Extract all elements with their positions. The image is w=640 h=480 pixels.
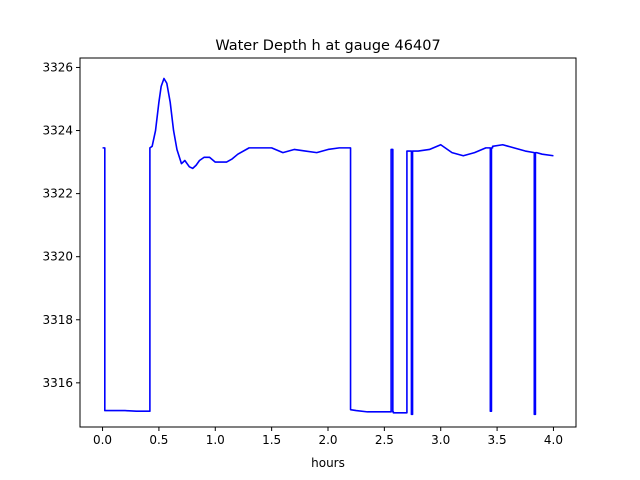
x-tick-label: 1.0 <box>206 433 225 447</box>
y-tick-label: 3318 <box>42 313 73 327</box>
x-tick-label: 3.0 <box>431 433 450 447</box>
y-tick-label: 3326 <box>42 60 73 74</box>
x-tick-label: 0.5 <box>149 433 168 447</box>
y-tick-label: 3320 <box>42 250 73 264</box>
x-tick-label: 1.5 <box>262 433 281 447</box>
series-line-0 <box>102 77 554 416</box>
x-tick-label: 2.0 <box>318 433 337 447</box>
y-tick-label: 3324 <box>42 124 73 138</box>
chart-title: Water Depth h at gauge 46407 <box>215 38 440 54</box>
x-tick-label: 2.5 <box>375 433 394 447</box>
y-tick-label: 3322 <box>42 187 73 201</box>
x-tick-label: 0.0 <box>93 433 112 447</box>
x-tick-label: 4.0 <box>544 433 563 447</box>
x-tick-label: 3.5 <box>488 433 507 447</box>
y-tick-label: 3316 <box>42 376 73 390</box>
x-axis-label: hours <box>311 456 345 470</box>
